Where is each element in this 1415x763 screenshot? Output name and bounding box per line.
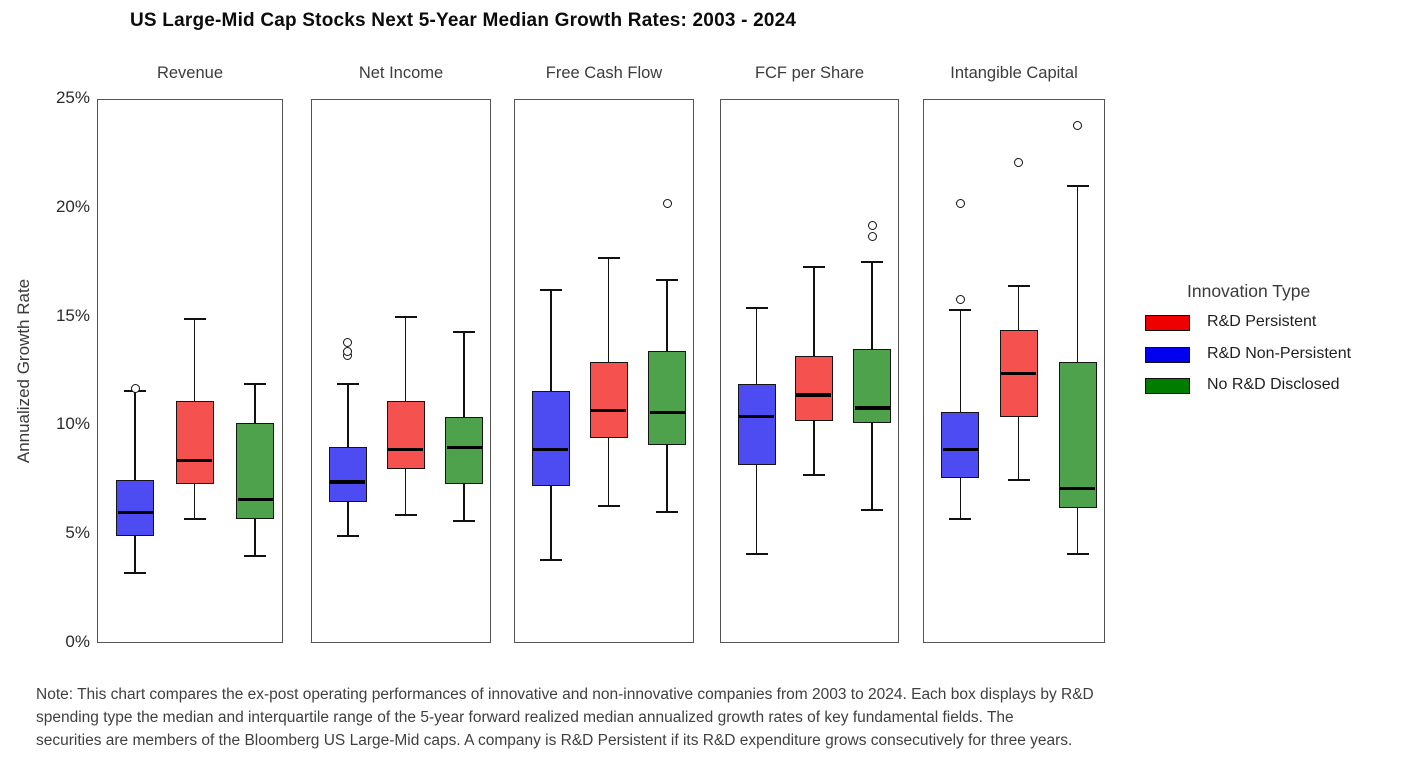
box-no-r-d-disclosed <box>236 423 275 519</box>
whisker-cap-low-r-d-non-persistent <box>336 535 359 538</box>
panel-net-income <box>311 99 491 643</box>
box-no-r-d-disclosed <box>648 351 686 445</box>
box-no-r-d-disclosed <box>853 349 892 424</box>
legend-label-rd-non-persistent: R&D Non-Persistent <box>1207 344 1352 362</box>
whisker-cap-low-no-r-d-disclosed <box>244 554 267 557</box>
y-tick-0: 0% <box>65 632 90 651</box>
legend-label-rd-persistent: R&D Persistent <box>1207 313 1317 330</box>
whisker-cap-low-r-d-non-persistent <box>124 572 147 575</box>
outlier-point-r-d-non-persistent <box>343 338 353 348</box>
whisker-cap-low-no-r-d-disclosed <box>453 520 475 523</box>
median-r-d-non-persistent <box>739 415 775 419</box>
whisker-cap-low-no-r-d-disclosed <box>1066 552 1089 555</box>
whisker-cap-low-r-d-persistent <box>802 474 825 477</box>
whisker-cap-low-r-d-non-persistent <box>539 559 562 562</box>
y-tick-10: 10% <box>55 414 90 434</box>
median-r-d-non-persistent <box>330 480 366 484</box>
outlier-point-no-r-d-disclosed <box>867 231 877 241</box>
y-tick-20: 20% <box>55 196 90 216</box>
median-no-r-d-disclosed <box>237 497 273 501</box>
whisker-cap-high-r-d-persistent <box>802 265 825 268</box>
outlier-point-r-d-non-persistent <box>955 294 965 304</box>
box-r-d-non-persistent <box>531 390 570 487</box>
whisker-cap-low-r-d-persistent <box>394 513 417 516</box>
panel-title-net-income: Net Income <box>358 64 444 82</box>
panel-revenue <box>97 99 283 643</box>
whisker-cap-high-no-r-d-disclosed <box>861 261 884 264</box>
whisker-cap-low-r-d-persistent <box>1007 478 1030 481</box>
whisker-cap-high-r-d-persistent <box>597 256 620 259</box>
whisker-cap-high-no-r-d-disclosed <box>1066 185 1089 188</box>
whisker-cap-high-no-r-d-disclosed <box>453 330 475 333</box>
y-tick-15: 15% <box>55 305 90 325</box>
panel-title-revenue: Revenue <box>156 64 224 82</box>
legend-swatch-rd-persistent <box>1145 315 1190 331</box>
median-no-r-d-disclosed <box>446 445 482 449</box>
legend-swatch-no-rd-disclosed <box>1145 378 1190 394</box>
box-r-d-non-persistent <box>328 447 367 502</box>
box-no-r-d-disclosed <box>1058 362 1097 509</box>
y-tick-25: 25% <box>55 88 90 107</box>
median-r-d-non-persistent <box>533 447 569 451</box>
legend-title: Innovation Type <box>1187 281 1311 301</box>
note-line-1: Note: This chart compares the ex-post op… <box>36 686 1094 703</box>
whisker-cap-high-no-r-d-disclosed <box>244 383 267 386</box>
median-r-d-non-persistent <box>117 510 153 515</box>
panel-title-fcf-per-share: FCF per Share <box>754 64 865 82</box>
median-r-d-persistent <box>388 447 423 451</box>
whisker-cap-high-r-d-non-persistent <box>539 289 562 292</box>
median-r-d-persistent <box>591 408 626 412</box>
box-r-d-non-persistent <box>941 412 980 478</box>
median-no-r-d-disclosed <box>649 410 685 414</box>
panel-title-free-cash-flow: Free Cash Flow <box>545 64 663 82</box>
outlier-point-r-d-non-persistent <box>955 198 965 208</box>
box-r-d-persistent <box>175 401 214 485</box>
whisker-cap-high-r-d-persistent <box>183 317 206 320</box>
box-r-d-non-persistent <box>737 384 776 465</box>
whisker-cap-low-no-r-d-disclosed <box>861 509 884 512</box>
whisker-cap-low-r-d-non-persistent <box>745 552 768 555</box>
whisker-cap-low-r-d-non-persistent <box>949 517 972 520</box>
outlier-point-no-r-d-disclosed <box>867 220 877 230</box>
outlier-point-no-r-d-disclosed <box>1073 120 1083 130</box>
median-r-d-non-persistent <box>942 447 978 451</box>
legend-swatch-rd-non-persistent <box>1145 346 1190 363</box>
chart-title: US Large-Mid Cap Stocks Next 5-Year Medi… <box>130 10 797 31</box>
whisker-cap-high-r-d-non-persistent <box>336 383 359 386</box>
whisker-cap-high-r-d-persistent <box>394 315 417 318</box>
median-no-r-d-disclosed <box>854 406 890 410</box>
outlier-point-r-d-non-persistent <box>130 383 140 393</box>
legend-label-no-rd-disclosed: No R&D Disclosed <box>1207 376 1340 393</box>
median-r-d-persistent <box>1001 371 1037 375</box>
whisker-cap-high-r-d-non-persistent <box>745 306 768 309</box>
outlier-point-r-d-persistent <box>1014 157 1024 167</box>
median-r-d-persistent <box>177 458 213 462</box>
median-no-r-d-disclosed <box>1060 486 1096 491</box>
box-no-r-d-disclosed <box>445 416 483 485</box>
whisker-cap-low-r-d-persistent <box>183 517 206 520</box>
outlier-point-r-d-non-persistent <box>343 346 353 356</box>
whisker-cap-low-r-d-persistent <box>597 504 620 507</box>
box-r-d-persistent <box>794 355 833 422</box>
y-tick-5: 5% <box>65 523 90 543</box>
whisker-cap-high-r-d-persistent <box>1007 285 1030 288</box>
box-r-d-persistent <box>386 401 425 469</box>
note-line-2: spending type the median and interquarti… <box>36 709 1014 726</box>
panel-title-intangible-capital: Intangible Capital <box>950 64 1078 82</box>
whisker-cap-high-r-d-non-persistent <box>949 309 972 312</box>
box-r-d-persistent <box>589 362 628 439</box>
box-r-d-non-persistent <box>116 479 155 537</box>
whisker-cap-high-no-r-d-disclosed <box>656 278 678 281</box>
median-r-d-persistent <box>796 393 832 397</box>
note-line-3: securities are members of the Bloomberg … <box>36 732 1073 749</box>
outlier-point-no-r-d-disclosed <box>662 198 672 208</box>
whisker-cap-low-no-r-d-disclosed <box>656 511 678 514</box>
